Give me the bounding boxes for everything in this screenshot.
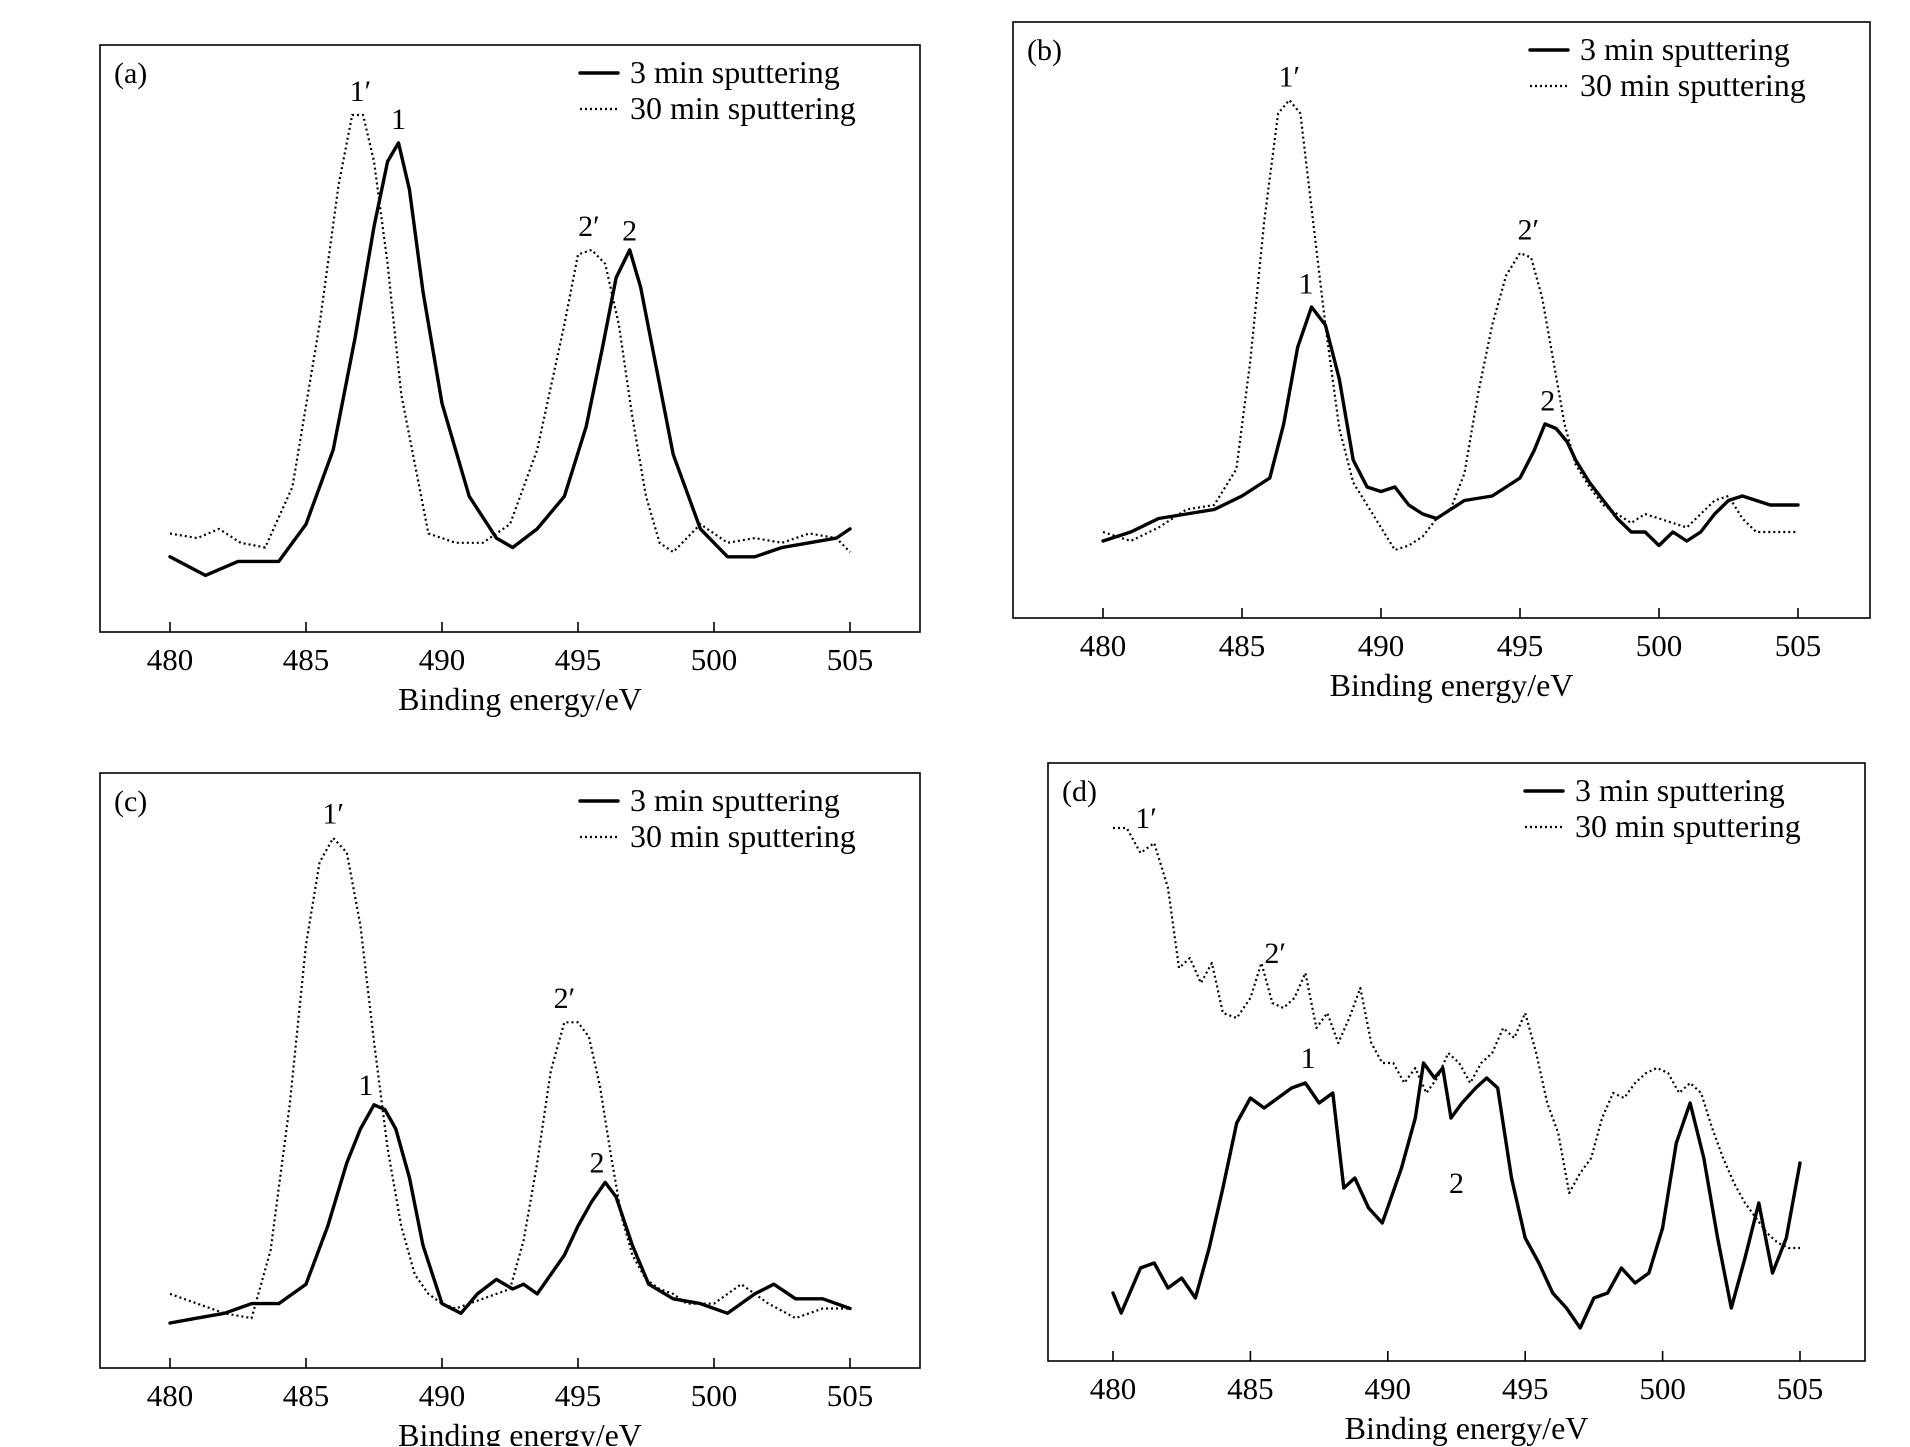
peak-label: 1 [1301,1042,1316,1075]
plot-frame [99,44,921,633]
series-line-30min [1102,98,1798,552]
x-tick-label: 505 [1775,628,1822,663]
peak-label: 2′ [578,210,600,243]
chart-svg: 480 485 490 495 500 505 Binding energy/eV (a) 3 … [99,44,921,717]
panel-label: (c) [114,785,147,818]
panel-label: (d) [1062,775,1097,808]
x-tick-label: 490 [1365,1371,1412,1406]
panel-label: (a) [114,57,147,90]
legend-entry-label: 3 min sputtering [1575,772,1785,808]
peak-label: 1 [1298,268,1313,301]
x-tick-label: 505 [827,642,874,677]
series-line-30min [1113,826,1800,1250]
series-line-3min [1101,305,1800,548]
x-tick-label: 495 [555,642,602,677]
peak-label: 1 [391,103,406,136]
peak-label: 2′ [554,982,576,1015]
x-axis-title: Binding energy/eV [398,681,642,717]
x-tick-label: 480 [147,1378,194,1413]
x-tick-label: 495 [1502,1371,1549,1406]
peak-label: 1′ [322,797,344,830]
legend-entry-label: 3 min sputtering [630,782,840,818]
series-line-3min [168,1103,852,1325]
legend-entry-label: 30 min sputtering [1580,67,1806,103]
chart-panel-c: 480 485 490 495 500 505 Binding energy/eV (c) 3 … [0,723,955,1446]
x-tick-label: 505 [1777,1371,1824,1406]
chart-panel-d: 480 485 490 495 500 505 Binding energy/eV (d) 3 … [955,723,1910,1446]
peak-label: 2 [1449,1167,1464,1200]
x-tick-label: 485 [1219,628,1266,663]
chart-svg: 480 485 490 495 500 505 Binding energy/eV (d) 3 … [1047,762,1866,1446]
chart-panel-a: 480 485 490 495 500 505 Binding energy/eV (a) 3 … [0,0,955,723]
panel-label: (b) [1027,34,1062,67]
peak-label: 2 [1540,385,1555,418]
x-tick-label: 485 [283,642,330,677]
series-line-3min [1111,1061,1802,1330]
peak-label: 2′ [1518,214,1540,247]
series-line-3min [168,141,852,578]
x-axis-title: Binding energy/eV [1345,1410,1589,1446]
x-tick-label: 500 [691,642,738,677]
peak-label: 1 [358,1069,373,1102]
x-tick-label: 495 [1497,628,1544,663]
legend-entry-label: 3 min sputtering [1580,31,1790,67]
x-tick-label: 485 [1227,1371,1274,1406]
legend-entry-label: 30 min sputtering [630,818,856,854]
x-tick-label: 500 [1636,628,1683,663]
peak-label: 2 [590,1147,605,1180]
series-line-30min [169,836,850,1320]
x-tick-label: 480 [1080,628,1127,663]
x-axis-title: Binding energy/eV [398,1417,642,1446]
legend-entry-label: 30 min sputtering [1575,808,1801,844]
x-tick-label: 500 [691,1378,738,1413]
x-tick-label: 505 [827,1378,874,1413]
x-tick-label: 480 [1090,1371,1137,1406]
plot-frame [1012,21,1871,619]
x-tick-label: 485 [283,1378,330,1413]
x-tick-label: 490 [419,642,466,677]
x-tick-label: 495 [555,1378,602,1413]
peak-label: 2′ [1264,937,1286,970]
x-tick-label: 490 [1358,628,1405,663]
x-axis-title: Binding energy/eV [1330,667,1574,703]
chart-panel-b: 480 485 490 495 500 505 Binding energy/eV (b) 3 … [955,0,1910,723]
peak-label: 2 [622,215,637,248]
plot-frame [99,772,921,1369]
x-tick-label: 480 [147,642,194,677]
peak-label: 1′ [350,75,372,108]
x-tick-label: 500 [1639,1371,1686,1406]
peak-label: 1′ [1135,802,1157,835]
chart-svg: 480 485 490 495 500 505 Binding energy/eV (c) 3 … [99,772,921,1446]
legend-entry-label: 3 min sputtering [630,54,840,90]
peak-label: 1′ [1278,61,1300,94]
chart-svg: 480 485 490 495 500 505 Binding energy/eV (b) 3 … [1012,21,1871,703]
series-line-30min [169,113,851,554]
legend-entry-label: 30 min sputtering [630,90,856,126]
plot-frame [1047,762,1866,1362]
x-tick-label: 490 [419,1378,466,1413]
